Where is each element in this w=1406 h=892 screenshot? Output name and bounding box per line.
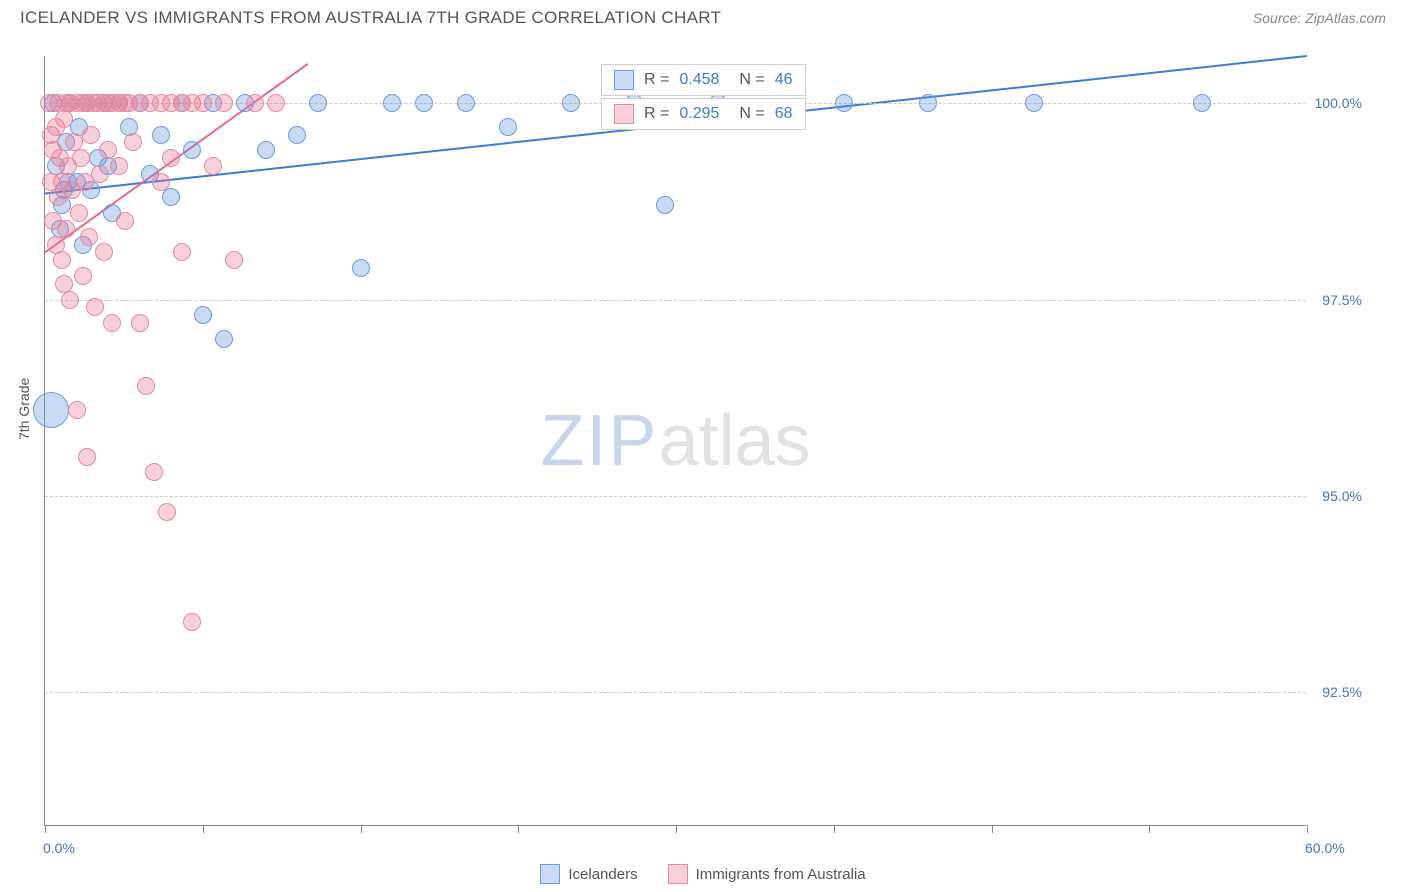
xtick (676, 825, 677, 833)
scatter-point (137, 377, 155, 395)
scatter-point (183, 141, 201, 159)
gridline-h (45, 300, 1306, 301)
legend-item: Immigrants from Australia (668, 864, 866, 884)
scatter-point (352, 259, 370, 277)
scatter-point (55, 110, 73, 128)
scatter-point (183, 613, 201, 631)
scatter-point (173, 243, 191, 261)
scatter-point (152, 173, 170, 191)
scatter-point (215, 94, 233, 112)
scatter-point (82, 126, 100, 144)
scatter-point (215, 330, 233, 348)
scatter-point (309, 94, 327, 112)
stat-r-value: 0.458 (679, 71, 719, 89)
scatter-point (33, 392, 69, 428)
stat-r-value: 0.295 (679, 105, 719, 123)
stat-r-label: R = (644, 71, 669, 89)
legend-swatch (668, 864, 688, 884)
ytick-label: 92.5% (1322, 684, 1362, 700)
scatter-point (162, 149, 180, 167)
gridline-h (45, 496, 1306, 497)
scatter-point (80, 228, 98, 246)
scatter-point (158, 503, 176, 521)
scatter-point (499, 118, 517, 136)
scatter-point (919, 94, 937, 112)
stat-n-label: N = (739, 71, 764, 89)
scatter-point (835, 94, 853, 112)
legend-label: Icelanders (568, 866, 637, 883)
bottom-legend: Icelanders Immigrants from Australia (0, 864, 1406, 884)
scatter-point (78, 448, 96, 466)
stat-n-label: N = (739, 105, 764, 123)
scatter-point (72, 149, 90, 167)
scatter-point (1025, 94, 1043, 112)
ytick-label: 95.0% (1322, 488, 1362, 504)
stat-n-value: 68 (775, 105, 793, 123)
legend-swatch (540, 864, 560, 884)
scatter-point (131, 314, 149, 332)
stat-r-label: R = (644, 105, 669, 123)
scatter-point (103, 314, 121, 332)
scatter-point (1193, 94, 1211, 112)
scatter-point (95, 243, 113, 261)
stat-n-value: 46 (775, 71, 793, 89)
scatter-point (562, 94, 580, 112)
scatter-point (288, 126, 306, 144)
scatter-point (145, 463, 163, 481)
scatter-point (116, 212, 134, 230)
scatter-point (257, 141, 275, 159)
scatter-point (152, 126, 170, 144)
scatter-point (194, 306, 212, 324)
xtick (1149, 825, 1150, 833)
ytick-label: 97.5% (1322, 292, 1362, 308)
scatter-point (162, 188, 180, 206)
scatter-point (656, 196, 674, 214)
stat-box: R = 0.295 N = 68 (601, 98, 806, 130)
scatter-point (68, 401, 86, 419)
scatter-point (267, 94, 285, 112)
legend-swatch (614, 104, 634, 124)
scatter-point (124, 133, 142, 151)
stat-box: R = 0.458 N = 46 (601, 64, 806, 96)
legend-item: Icelanders (540, 864, 637, 884)
gridline-h (45, 692, 1306, 693)
scatter-point (457, 94, 475, 112)
scatter-point (204, 157, 222, 175)
xtick-label: 60.0% (1305, 840, 1345, 856)
legend-label: Immigrants from Australia (696, 866, 866, 883)
xtick (203, 825, 204, 833)
scatter-point (110, 157, 128, 175)
scatter-point (86, 298, 104, 316)
scatter-point (383, 94, 401, 112)
scatter-point (91, 165, 109, 183)
xtick (361, 825, 362, 833)
scatter-point (246, 94, 264, 112)
chart-header: ICELANDER VS IMMIGRANTS FROM AUSTRALIA 7… (0, 0, 1406, 40)
scatter-point (53, 251, 71, 269)
legend-swatch (614, 70, 634, 90)
xtick-label: 0.0% (43, 840, 75, 856)
xtick (1307, 825, 1308, 833)
scatter-point (61, 291, 79, 309)
scatter-point (70, 204, 88, 222)
scatter-point (57, 220, 75, 238)
xtick (834, 825, 835, 833)
scatter-point (99, 141, 117, 159)
scatter-point (74, 267, 92, 285)
xtick (45, 825, 46, 833)
xtick (518, 825, 519, 833)
chart-source: Source: ZipAtlas.com (1253, 10, 1386, 26)
xtick (992, 825, 993, 833)
y-axis-label: 7th Grade (16, 378, 32, 440)
svg-layer (45, 56, 1307, 826)
plot-area: ZIPatlas 92.5%95.0%97.5%100.0%0.0%60.0%R… (44, 56, 1306, 826)
scatter-point (415, 94, 433, 112)
scatter-point (194, 94, 212, 112)
ytick-label: 100.0% (1315, 95, 1362, 111)
chart-container: ZIPatlas 92.5%95.0%97.5%100.0%0.0%60.0%R… (44, 56, 1356, 826)
scatter-point (225, 251, 243, 269)
chart-title: ICELANDER VS IMMIGRANTS FROM AUSTRALIA 7… (20, 8, 721, 28)
